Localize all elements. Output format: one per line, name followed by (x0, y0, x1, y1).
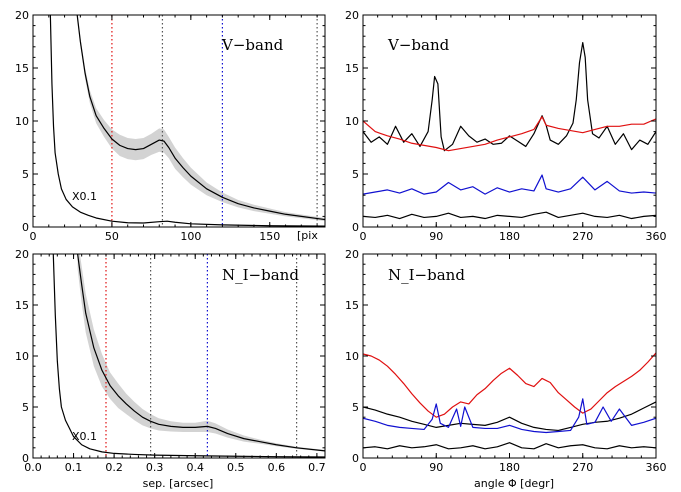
series-line-0 (363, 41, 656, 152)
scale-annotation: X0.1 (72, 190, 97, 203)
x-unit-label: [pix (297, 229, 318, 242)
x-tick-label: 360 (646, 230, 667, 243)
x-tick-label: 100 (180, 230, 201, 243)
x-tick-label: 0.0 (24, 461, 42, 474)
panel-nband-radial: N_I−band X0.1 sep. [arcsec] 0.0 0.1 0.2 0.3… (15, 248, 326, 490)
y-tick-label: 5 (22, 168, 29, 181)
x-tick-label: 0.3 (146, 461, 164, 474)
series-line-0 (76, 15, 325, 221)
series-line-2 (363, 174, 656, 195)
x-tick-label: 360 (646, 461, 667, 474)
x-tick-label: 90 (429, 461, 443, 474)
plot-area (363, 41, 656, 220)
band-label: N_I−band (388, 266, 465, 284)
y-tick-label: 15 (15, 62, 29, 75)
plot-area (49, 15, 325, 227)
x-tick-label: 0 (30, 230, 37, 243)
x-tick-label: 0.4 (186, 461, 204, 474)
panel-nband-azimuthal: N_I−band angle Φ [degr] 0 90 180 270 360 0 5 10… (345, 248, 667, 490)
y-tick-label: 10 (345, 115, 359, 128)
x-tick-label: 150 (259, 230, 280, 243)
panel-vband-azimuthal: V−band 0 90 180 270 360 0 5 10 15 20 (345, 9, 667, 243)
x-tick-label: 270 (572, 230, 593, 243)
panel-vband-radial: V−band X0.1 [pix 0 50 100 150 0 5 10 15 20 (15, 9, 326, 243)
y-tick-label: 5 (352, 401, 359, 414)
series-line-1 (52, 254, 325, 458)
y-tick-label: 0 (22, 452, 29, 465)
x-tick-label: 0.1 (65, 461, 83, 474)
series-line-1 (363, 116, 656, 152)
series-line-1 (363, 401, 656, 432)
y-tick-label: 10 (15, 115, 29, 128)
x-tick-label: 180 (499, 461, 520, 474)
y-tick-label: 15 (15, 299, 29, 312)
y-tick-label: 0 (352, 452, 359, 465)
scale-annotation: X0.1 (72, 430, 97, 443)
x-tick-label: 0.2 (105, 461, 123, 474)
x-tick-label: 0.6 (268, 461, 286, 474)
series-line-2 (363, 398, 656, 434)
plot-area (52, 254, 325, 458)
series-line-0 (363, 352, 656, 418)
y-tick-label: 15 (345, 62, 359, 75)
band-label: V−band (387, 36, 450, 54)
y-tick-label: 10 (15, 350, 29, 363)
y-tick-label: 0 (22, 221, 29, 234)
y-tick-label: 5 (22, 401, 29, 414)
series-line-3 (363, 211, 656, 220)
x-tick-label: 90 (429, 230, 443, 243)
series-line-3 (363, 442, 656, 450)
x-tick-label: 0.7 (308, 461, 326, 474)
x-axis-label: angle Φ [degr] (474, 477, 554, 490)
x-axis-label: sep. [arcsec] (143, 477, 214, 490)
y-tick-label: 5 (352, 168, 359, 181)
error-band (77, 15, 325, 222)
x-tick-label: 0.5 (227, 461, 245, 474)
y-tick-label: 20 (345, 9, 359, 22)
band-label: N_I−band (222, 266, 299, 284)
y-tick-label: 0 (352, 221, 359, 234)
plot-frame (362, 253, 657, 459)
series-line-1 (49, 15, 325, 227)
x-tick-label: 50 (105, 230, 119, 243)
y-tick-label: 20 (15, 9, 29, 22)
band-label: V−band (221, 36, 284, 54)
x-tick-label: 0 (360, 461, 367, 474)
y-tick-label: 10 (345, 350, 359, 363)
x-tick-label: 270 (572, 461, 593, 474)
y-tick-label: 20 (15, 248, 29, 261)
plot-area (363, 352, 656, 450)
x-tick-label: 0 (360, 230, 367, 243)
y-tick-label: 15 (345, 299, 359, 312)
y-tick-label: 20 (345, 248, 359, 261)
series-line-0 (77, 254, 325, 452)
x-tick-label: 180 (499, 230, 520, 243)
